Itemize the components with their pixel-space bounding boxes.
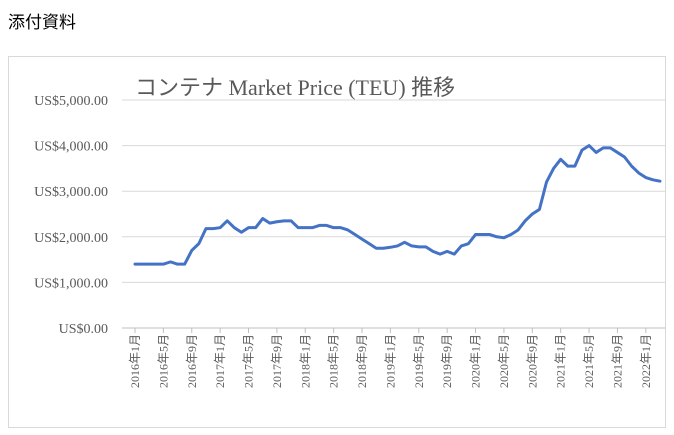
y-tick-label: US$0.00 (59, 322, 108, 337)
x-tick-label: 2018年9月 (355, 334, 369, 388)
y-tick-label: US$4,000.00 (34, 140, 108, 155)
x-tick-label: 2021年5月 (582, 334, 596, 388)
y-tick-label: US$3,000.00 (34, 185, 108, 200)
x-tick-label: 2016年9月 (185, 334, 199, 388)
chart-title: コンテナ Market Price (TEU) 推移 (135, 75, 455, 100)
x-tick-label: 2018年5月 (327, 334, 341, 388)
y-tick-label: US$2,000.00 (34, 231, 108, 246)
x-tick-label: 2021年9月 (610, 334, 624, 388)
y-tick-label: US$1,000.00 (34, 276, 108, 291)
x-tick-label: 2017年9月 (270, 334, 284, 388)
x-tick-label: 2019年1月 (383, 334, 397, 388)
y-tick-label: US$5,000.00 (34, 94, 108, 109)
x-tick-label: 2022年1月 (639, 334, 653, 388)
x-tick-label: 2019年9月 (440, 334, 454, 388)
x-tick-label: 2019年5月 (412, 334, 426, 388)
line (133, 144, 662, 266)
x-tick-label: 2021年1月 (554, 334, 568, 388)
x-tick-label: 2016年1月 (128, 334, 142, 388)
x-tick-label: 2017年1月 (213, 334, 227, 388)
x-tick-label: 2018年1月 (298, 334, 312, 388)
x-tick-label: 2016年5月 (156, 334, 170, 388)
chart-frame (8, 56, 666, 428)
x-tick-label: 2020年5月 (497, 334, 511, 388)
x-tick-label: 2020年1月 (469, 334, 483, 388)
page-title: 添付資料 (8, 13, 76, 32)
x-tick-label: 2020年9月 (525, 334, 539, 388)
x-tick-label: 2017年5月 (242, 334, 256, 388)
